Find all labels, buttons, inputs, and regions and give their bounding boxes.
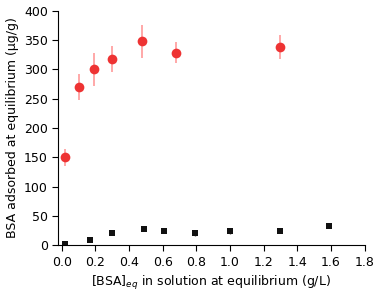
Y-axis label: BSA adsorbed at equilibrium (μg/g): BSA adsorbed at equilibrium (μg/g)	[6, 18, 19, 238]
X-axis label: [BSA]$_{eq}$ in solution at equilibrium (g/L): [BSA]$_{eq}$ in solution at equilibrium …	[92, 274, 331, 292]
